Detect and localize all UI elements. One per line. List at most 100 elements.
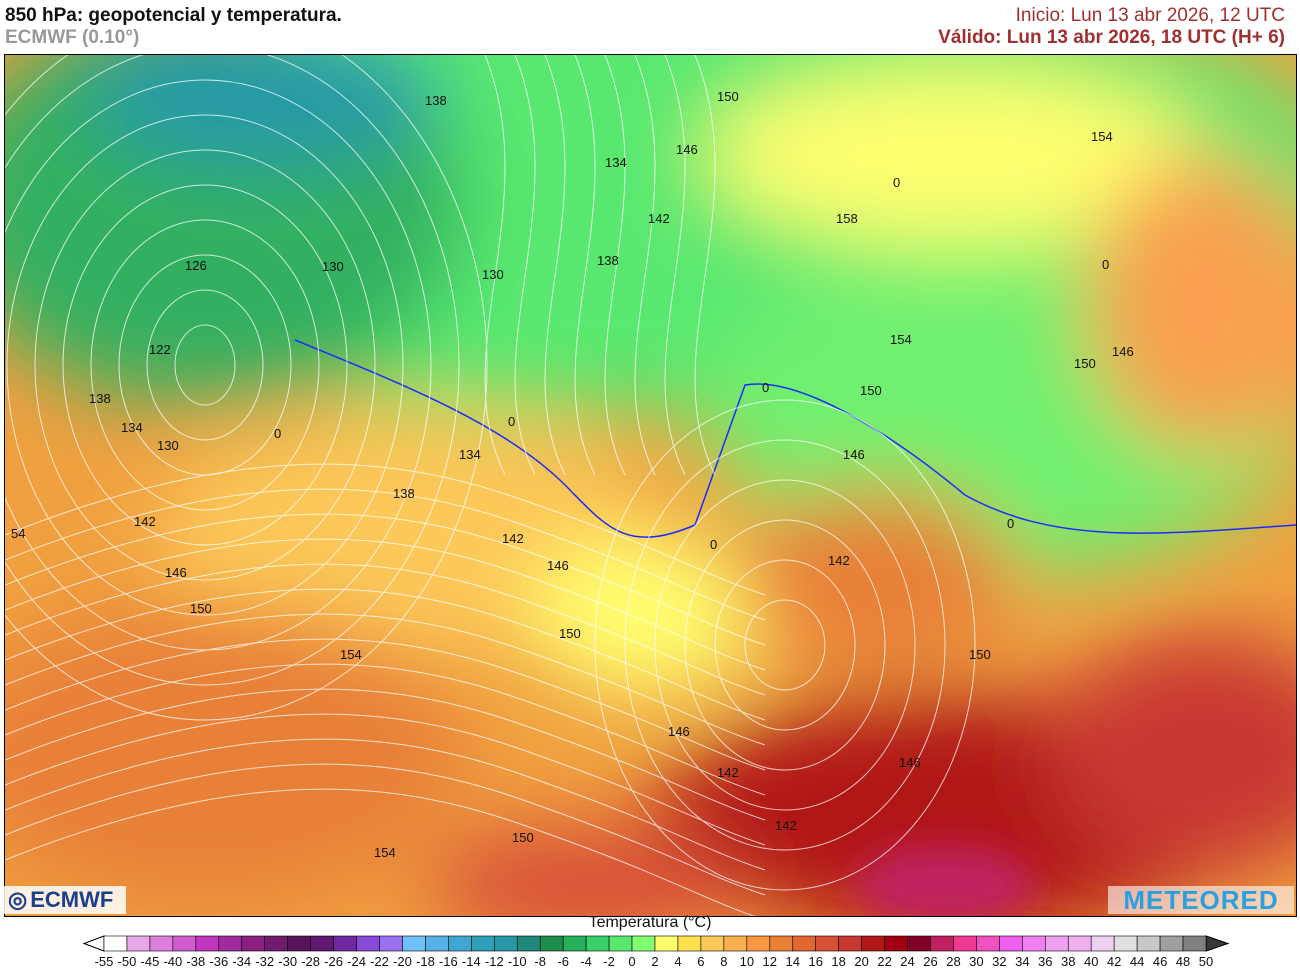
colorbar-swatch — [815, 935, 839, 952]
colorbar-tick-label: -8 — [534, 954, 546, 969]
contour-label: 150 — [860, 383, 882, 398]
colorbar-tick-label: -50 — [118, 954, 137, 969]
contour-line — [5, 738, 766, 871]
contour-label: 130 — [157, 438, 179, 453]
contour-label: 0 — [508, 414, 515, 429]
colorbar-tick-label: -6 — [557, 954, 569, 969]
contour-label: 146 — [668, 724, 690, 739]
contour-line — [5, 55, 488, 721]
contour-line — [624, 439, 946, 851]
colorbar-tick-label: 22 — [877, 954, 891, 969]
colorbar-tick-label: 0 — [628, 954, 635, 969]
contour-label: 142 — [502, 531, 524, 546]
colorbar-swatch — [310, 935, 334, 952]
colorbar-tick-label: 44 — [1130, 954, 1144, 969]
colorbar-swatch — [103, 935, 128, 952]
contour-line — [514, 55, 536, 476]
contour-label: 150 — [190, 601, 212, 616]
colorbar-swatch — [884, 935, 908, 952]
colorbar-tick-label: -2 — [603, 954, 615, 969]
colorbar-swatch — [471, 935, 495, 952]
colorbar-swatch — [1113, 935, 1138, 952]
ecmwf-logo-icon: ◎ — [8, 887, 28, 912]
contour-line — [604, 55, 626, 476]
colorbar-swatch — [172, 935, 197, 952]
colorbar-tick-label: -16 — [439, 954, 458, 969]
valid-time: Válido: Lun 13 abr 2026, 18 UTC (H+ 6) — [938, 27, 1285, 48]
contour-label: 130 — [482, 267, 504, 282]
map-title: 850 hPa: geopotencial y temperatura. — [5, 5, 342, 26]
colorbar-tick-label: 20 — [854, 954, 868, 969]
contour-line — [5, 613, 766, 746]
colorbar-swatch — [448, 935, 472, 952]
colorbar-tick-label: 46 — [1153, 954, 1167, 969]
contour-label: 150 — [1074, 356, 1096, 371]
colorbar-title: Temperatura (°C) — [588, 914, 712, 931]
colorbar-swatch — [287, 935, 311, 952]
colorbar-swatch — [976, 935, 1000, 952]
colorbar-swatch — [1090, 935, 1115, 952]
ecmwf-logo: ◎ ECMWF — [4, 886, 126, 914]
contour-label: 130 — [322, 259, 344, 274]
colorbar-tick-label: 36 — [1038, 954, 1052, 969]
contour-label: 0 — [710, 537, 717, 552]
colorbar-swatch — [195, 935, 220, 952]
colorbar-tick-label: -36 — [209, 954, 228, 969]
init-time: Inicio: Lun 13 abr 2026, 12 UTC — [1015, 5, 1285, 26]
colorbar-swatch — [379, 935, 403, 952]
contour-label: 150 — [717, 89, 739, 104]
contour-line — [5, 563, 766, 696]
colorbar-swatch — [608, 935, 633, 952]
colorbar-tick-label: -12 — [485, 954, 504, 969]
colorbar-swatch — [930, 935, 954, 952]
contour-label: 138 — [425, 93, 447, 108]
contour-line — [146, 289, 264, 441]
contour-line — [5, 688, 766, 821]
weather-map[interactable]: 138 150 146 134 142 138 154 158 126 130 130 122 138 1… — [4, 54, 1297, 917]
contour-line — [714, 559, 856, 731]
contour-label: 54 — [11, 526, 25, 541]
colorbar-swatch — [264, 935, 288, 952]
contour-label: 0 — [1102, 257, 1109, 272]
colorbar-tick-label: -38 — [186, 954, 205, 969]
colorbar-swatch — [1022, 935, 1046, 952]
contour-label: 146 — [547, 558, 569, 573]
contour-line — [544, 55, 566, 476]
contour-label: 0 — [1007, 516, 1014, 531]
colorbar-swatch — [402, 935, 426, 952]
colorbar-swatch — [700, 935, 725, 952]
colorbar-tick-label: 40 — [1084, 954, 1098, 969]
colorbar-tick-label: -10 — [508, 954, 527, 969]
colorbar-tick-label: 32 — [992, 954, 1006, 969]
colorbar-swatch — [677, 935, 702, 952]
zero-isotherm — [294, 339, 1296, 538]
contour-line — [34, 149, 376, 581]
colorbar-above-arrow — [1205, 935, 1230, 952]
contour-label: 154 — [890, 332, 912, 347]
colorbar-tick-label: 10 — [740, 954, 754, 969]
contour-line — [5, 538, 766, 671]
colorbar-swatch — [746, 935, 771, 952]
colorbar-tick-label: 42 — [1107, 954, 1121, 969]
colorbar-tick-label: -32 — [255, 954, 274, 969]
contour-line — [5, 638, 766, 771]
contour-label: 126 — [185, 258, 207, 273]
colorbar-below-arrow — [82, 935, 105, 952]
colorbar-tick-label: 26 — [923, 954, 937, 969]
meteored-logo: METEORED — [1108, 885, 1294, 915]
colorbar-tick-label: 28 — [946, 954, 960, 969]
colorbar-swatch — [1159, 935, 1184, 952]
contour-line — [5, 663, 766, 796]
contour-line — [5, 713, 766, 846]
contour-label: 134 — [605, 155, 627, 170]
colorbar-tick-label: 2 — [651, 954, 658, 969]
contour-label: 138 — [597, 253, 619, 268]
colorbar-tick-label: 16 — [808, 954, 822, 969]
colorbar-tick-label: 50 — [1199, 954, 1213, 969]
contour-label: 0 — [274, 426, 281, 441]
colorbar-tick-label: 30 — [969, 954, 983, 969]
contour-line — [744, 599, 826, 691]
contour-label: 150 — [512, 830, 534, 845]
contour-line — [654, 479, 916, 811]
contour-label: 134 — [121, 420, 143, 435]
